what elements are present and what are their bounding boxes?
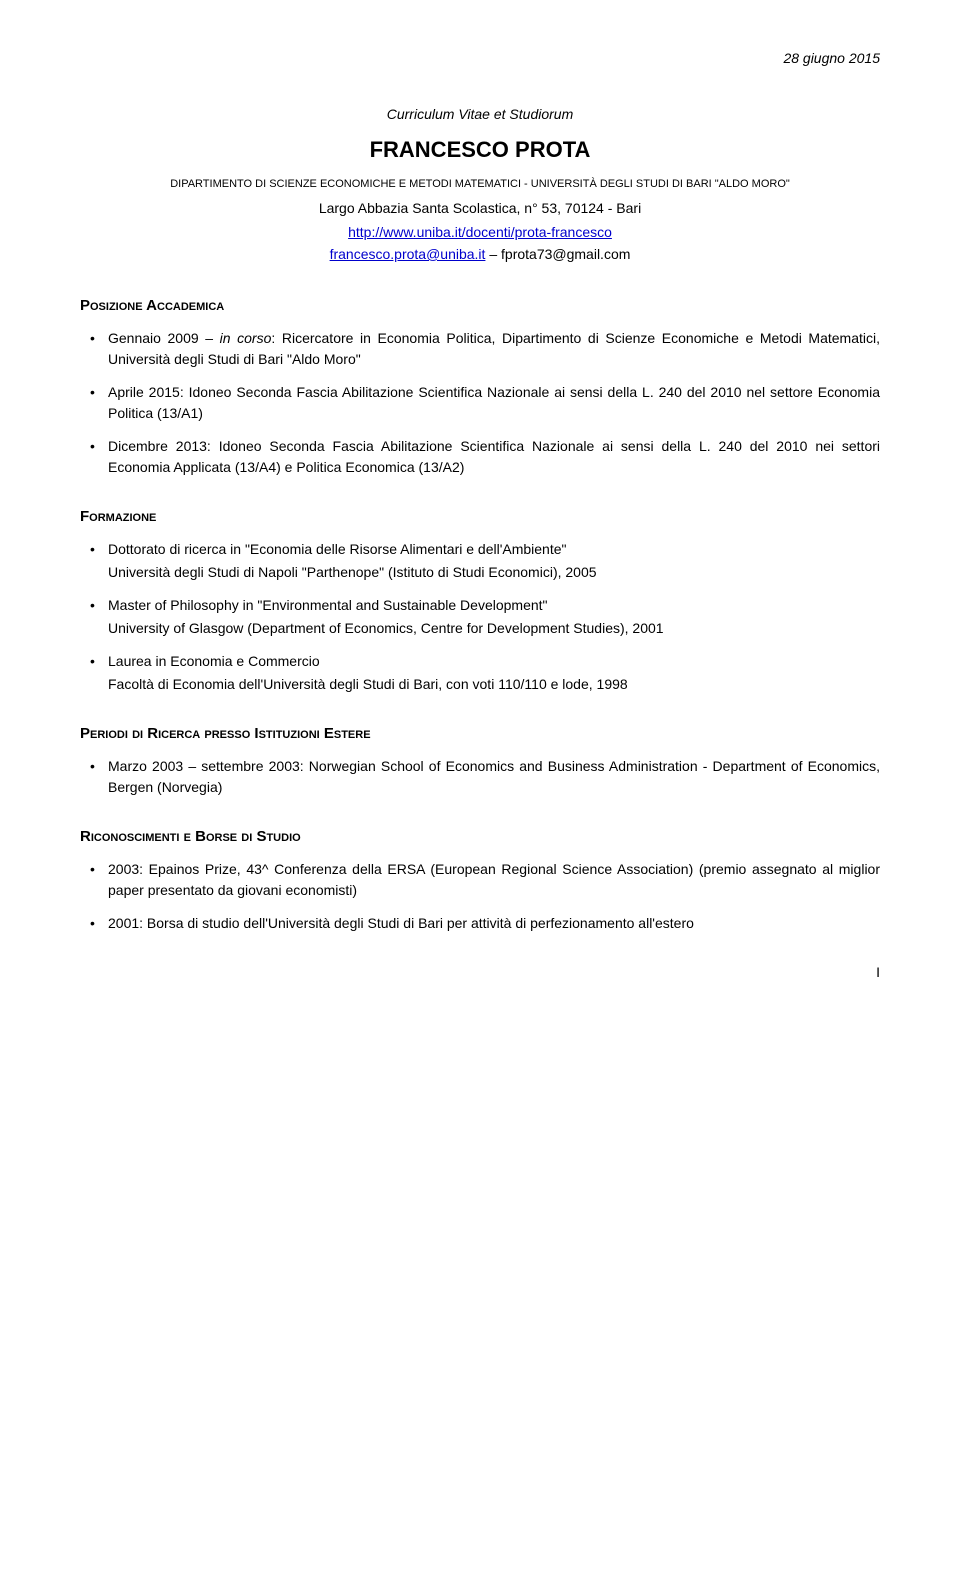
periodi-list: Marzo 2003 – settembre 2003: Norwegian S… bbox=[80, 756, 880, 798]
person-name: FRANCESCO PROTA bbox=[80, 137, 880, 163]
list-item: Marzo 2003 – settembre 2003: Norwegian S… bbox=[80, 756, 880, 798]
page-number: I bbox=[80, 964, 880, 980]
list-item: 2001: Borsa di studio dell'Università de… bbox=[80, 913, 880, 934]
email-line: francesco.prota@uniba.it – fprota73@gmai… bbox=[80, 246, 880, 262]
posizione-list: Gennaio 2009 – in corso: Ricercatore in … bbox=[80, 328, 880, 478]
cv-subtitle: Curriculum Vitae et Studiorum bbox=[80, 106, 880, 122]
section-posizione-heading: Posizione Accademica bbox=[80, 297, 880, 314]
item-line1: Dottorato di ricerca in "Economia delle … bbox=[108, 541, 567, 557]
list-item: Dicembre 2013: Idoneo Seconda Fascia Abi… bbox=[80, 436, 880, 478]
email-primary[interactable]: francesco.prota@uniba.it bbox=[330, 246, 486, 262]
formazione-list: Dottorato di ricerca in "Economia delle … bbox=[80, 539, 880, 695]
item-text-pre: Gennaio 2009 – bbox=[108, 330, 220, 346]
list-item: Aprile 2015: Idoneo Seconda Fascia Abili… bbox=[80, 382, 880, 424]
department-line: DIPARTIMENTO DI SCIENZE ECONOMICHE E MET… bbox=[80, 178, 880, 190]
riconoscimenti-list: 2003: Epainos Prize, 43^ Conferenza dell… bbox=[80, 859, 880, 934]
list-item: Dottorato di ricerca in "Economia delle … bbox=[80, 539, 880, 583]
list-item: Laurea in Economia e Commercio Facoltà d… bbox=[80, 651, 880, 695]
list-item: Master of Philosophy in "Environmental a… bbox=[80, 595, 880, 639]
section-periodi-heading: Periodi di Ricerca presso Istituzioni Es… bbox=[80, 725, 880, 742]
item-line2: University of Glasgow (Department of Eco… bbox=[108, 618, 880, 639]
list-item: Gennaio 2009 – in corso: Ricercatore in … bbox=[80, 328, 880, 370]
item-line2: Università degli Studi di Napoli "Parthe… bbox=[108, 562, 880, 583]
item-line2: Facoltà di Economia dell'Università degl… bbox=[108, 674, 880, 695]
list-item: 2003: Epainos Prize, 43^ Conferenza dell… bbox=[80, 859, 880, 901]
email-separator: – bbox=[485, 246, 501, 262]
date-header: 28 giugno 2015 bbox=[80, 50, 880, 66]
section-formazione-heading: Formazione bbox=[80, 508, 880, 525]
address-line: Largo Abbazia Santa Scolastica, n° 53, 7… bbox=[80, 200, 880, 216]
website-link[interactable]: http://www.uniba.it/docenti/prota-france… bbox=[80, 224, 880, 240]
section-riconoscimenti-heading: Riconoscimenti e Borse di Studio bbox=[80, 828, 880, 845]
item-line1: Master of Philosophy in "Environmental a… bbox=[108, 597, 548, 613]
email-secondary[interactable]: fprota73@gmail.com bbox=[501, 246, 630, 262]
item-italic: in corso bbox=[220, 330, 272, 346]
item-line1: Laurea in Economia e Commercio bbox=[108, 653, 320, 669]
